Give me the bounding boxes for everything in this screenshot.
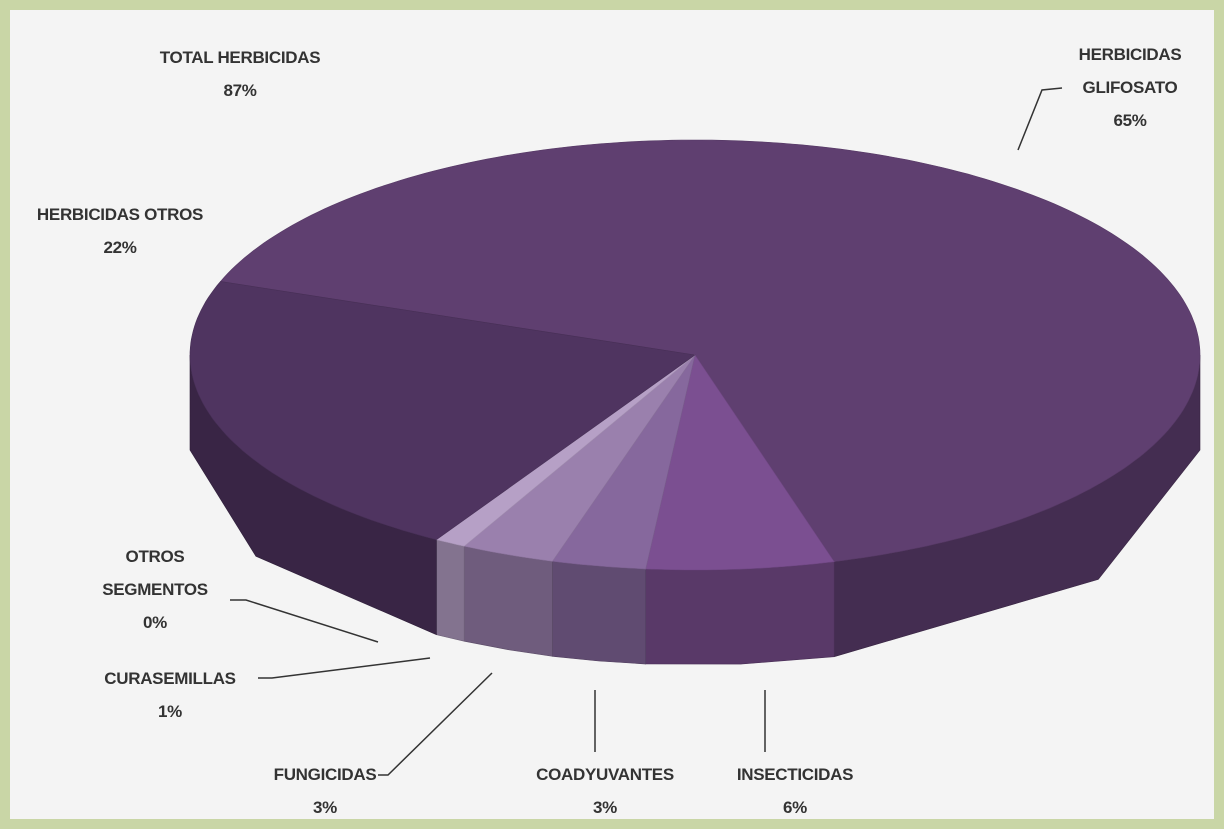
slice-label: INSECTICIDAS 6% xyxy=(710,758,880,819)
pie-slice xyxy=(551,354,696,570)
value-label: 1% xyxy=(158,702,182,721)
chart-frame: TOTAL HERBICIDAS 87% HERBICIDAS GLIFOSAT… xyxy=(10,10,1214,819)
pie-slice-side xyxy=(552,560,646,665)
pie-slice xyxy=(463,354,696,562)
pie-slice-side xyxy=(436,539,465,642)
leader-line xyxy=(230,599,379,643)
annotation-text: TOTAL HERBICIDAS xyxy=(159,48,321,67)
category-name: HERBICIDAS OTROS xyxy=(36,205,204,224)
value-label: 0% xyxy=(143,613,167,632)
chart xyxy=(189,87,1201,776)
total-annotation: TOTAL HERBICIDAS 87% xyxy=(110,41,370,107)
value-label: 65% xyxy=(1113,111,1147,130)
pie-slice-side xyxy=(463,545,553,657)
pie-slice xyxy=(219,139,1201,563)
leader-line xyxy=(1017,87,1063,151)
category-name: FUNGICIDAS xyxy=(273,765,377,784)
value-label: 3% xyxy=(593,798,617,817)
pie-slice xyxy=(189,281,696,541)
slice-label: COADYUVANTES 3% xyxy=(520,758,690,819)
leader-line xyxy=(378,672,493,776)
leader-line xyxy=(258,657,431,679)
value-label: 6% xyxy=(783,798,807,817)
slice-label: OTROS SEGMENTOS 0% xyxy=(80,540,230,639)
category-name: INSECTICIDAS xyxy=(736,765,854,784)
leader-lines xyxy=(230,87,1063,776)
pie-tops xyxy=(189,139,1201,571)
category-name: CURASEMILLAS xyxy=(104,669,236,688)
category-name: HERBICIDAS GLIFOSATO xyxy=(1078,45,1182,97)
category-name: COADYUVANTES xyxy=(536,765,674,784)
slice-label: HERBICIDAS GLIFOSATO 65% xyxy=(1060,38,1200,137)
slice-label: CURASEMILLAS 1% xyxy=(80,662,260,728)
slice-label: FUNGICIDAS 3% xyxy=(255,758,395,819)
value-label: 22% xyxy=(103,238,137,257)
value-label: 3% xyxy=(313,798,337,817)
annotation-value: 87% xyxy=(223,81,257,100)
pie-slice-side xyxy=(645,561,835,665)
category-name: OTROS SEGMENTOS xyxy=(102,547,208,599)
slice-label: HERBICIDAS OTROS 22% xyxy=(10,198,230,264)
pie-slice xyxy=(645,354,835,571)
